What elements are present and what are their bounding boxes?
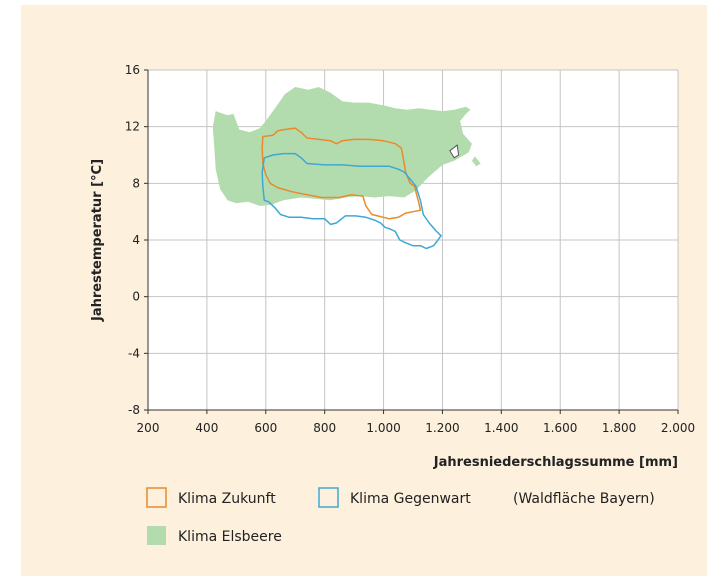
series-marker-4 (449, 144, 460, 159)
legend-note: (Waldfläche Bayern) (513, 491, 655, 507)
x-axis-title: Jahresniederschlagssumme [mm] (433, 455, 678, 470)
legend-swatch-klima-elsbeere (147, 526, 166, 545)
x-tick-label-9: 2.000 (661, 421, 695, 435)
x-tick-label-5: 1.200 (425, 421, 459, 435)
y-tick-label-0: -8 (128, 403, 140, 417)
x-tick-label-2: 600 (254, 421, 277, 435)
y-tick-label-1: -4 (128, 346, 140, 360)
legend-swatch-klima-zukunft (146, 487, 167, 508)
y-axis-title: Jahrestemperatur [°C] (90, 159, 105, 322)
x-tick-label-6: 1.400 (484, 421, 518, 435)
y-tick-label-2: 0 (132, 290, 140, 304)
y-tick-label-4: 8 (132, 176, 140, 190)
axes: -8 -4 0 4 8 12 16 200 400 600 800 1.000 1.200 1.400 1.… (90, 63, 695, 470)
x-tick-label-1: 400 (195, 421, 218, 435)
series-area-filled-1 (471, 156, 481, 167)
y-tick-label-6: 16 (125, 63, 140, 77)
series-outline-klima-gegenwart (261, 152, 442, 250)
series-outline-klima-zukunft (261, 127, 422, 220)
legend-swatch-klima-gegenwart (318, 487, 339, 508)
x-tick-label-3: 800 (313, 421, 336, 435)
x-tick-label-7: 1.600 (543, 421, 577, 435)
y-tick-label-3: 4 (132, 233, 140, 247)
x-tick-label-4: 1.000 (366, 421, 400, 435)
legend-label-klima-zukunft: Klima Zukunft (178, 491, 276, 507)
series-layer (212, 87, 481, 250)
legend: Klima Zukunft Klima Gegenwart (Waldfläche … (146, 487, 655, 545)
legend-label-klima-elsbeere: Klima Elsbeere (178, 529, 282, 545)
x-tick-label-0: 200 (137, 421, 160, 435)
y-tick-label-5: 12 (125, 120, 140, 134)
x-tick-label-8: 1.800 (602, 421, 636, 435)
legend-label-klima-gegenwart: Klima Gegenwart (350, 491, 471, 507)
